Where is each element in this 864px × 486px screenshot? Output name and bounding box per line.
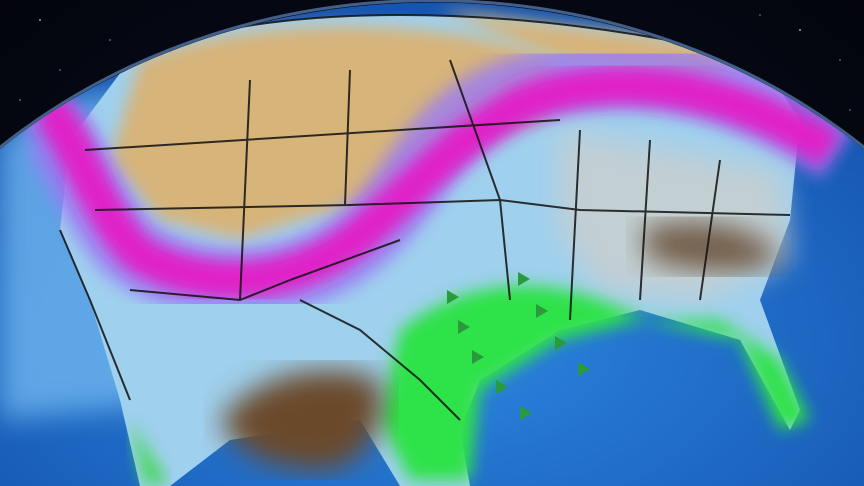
green-triangle-icon (536, 304, 548, 318)
brown-region-mexico (220, 370, 383, 470)
green-triangle-icon (518, 272, 530, 286)
green-region-mexico-coast (130, 420, 168, 484)
green-triangle-icon (578, 362, 590, 376)
green-triangle-icon (458, 320, 470, 334)
stars (19, 14, 851, 111)
green-triangle-icon (520, 406, 532, 420)
green-triangle-icon (496, 380, 508, 394)
green-region-gulf (380, 285, 810, 480)
green-triangle-icon (472, 350, 484, 364)
storm-markers (447, 272, 590, 420)
jet-stream-core (35, 66, 841, 299)
dry-region-north (110, 26, 560, 240)
brown-region-southeast (640, 221, 780, 272)
green-triangle-icon (447, 290, 459, 304)
green-triangle-icon (555, 336, 567, 350)
